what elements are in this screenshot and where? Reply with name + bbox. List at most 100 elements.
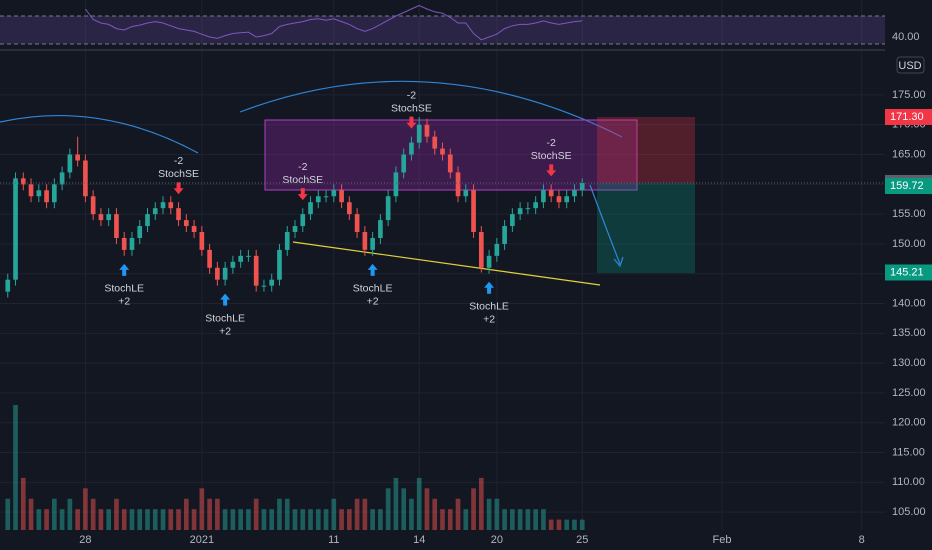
candle-body [440, 148, 445, 155]
candle-body [455, 172, 461, 197]
x-tick-label: 25 [576, 534, 588, 546]
signal-qty: +2 [118, 296, 130, 308]
y-tick-label: 140.00 [892, 297, 926, 309]
y-tick-label: 175.00 [892, 89, 926, 101]
candle-body [409, 142, 414, 155]
arc-top [239, 80, 623, 138]
signal-label: StochSE [158, 168, 199, 180]
candle-body [222, 267, 228, 280]
signal: StochLE+2 [205, 293, 245, 337]
x-tick-label: 8 [859, 534, 865, 546]
volume-bar [222, 509, 228, 530]
candle-body [253, 255, 259, 286]
signal-arrow [173, 182, 184, 195]
candle-body [44, 190, 49, 203]
signal: StochSE-2 [158, 155, 199, 195]
axes: 105.00 110.00 115.00 120.00 125.00 130.00 135.… [79, 31, 932, 546]
signal-qty: -2 [174, 155, 183, 167]
arc-left [0, 115, 199, 154]
y-tick-label: 155.00 [892, 208, 926, 220]
candle-body [494, 243, 500, 256]
y-tick-label: 115.00 [892, 446, 925, 458]
volume-bar [432, 498, 438, 530]
signal: StochSE-2 [391, 89, 432, 129]
volume-bar [284, 498, 290, 530]
signal: StochSE-2 [531, 137, 572, 177]
x-tick-label: 11 [328, 534, 339, 546]
candle-body [52, 184, 57, 203]
volume-bar [440, 509, 445, 530]
volume-bar [564, 519, 570, 530]
volume-bar [238, 509, 243, 530]
signal-arrow [406, 116, 417, 129]
candle-body [238, 255, 243, 262]
candle-body [300, 214, 306, 227]
signal-label: StochLE [205, 312, 245, 324]
candle-body [502, 226, 507, 244]
volume-bar [152, 509, 158, 530]
price-label-box [885, 264, 932, 281]
candle-body [416, 124, 422, 143]
candle-body [160, 202, 166, 209]
candle-body [556, 196, 562, 203]
y-tick-label: 150.00 [892, 238, 926, 250]
signal-qty: -2 [298, 161, 307, 173]
candle-body [98, 214, 104, 221]
volume-bar [36, 509, 42, 530]
signal-qty: -2 [547, 137, 556, 149]
x-tick-label: 20 [491, 534, 503, 546]
price-label: 171.30 [890, 111, 924, 123]
volume-bar [323, 509, 329, 530]
volume-bar [5, 498, 11, 530]
candle-body [114, 214, 119, 238]
candle-body [176, 208, 181, 221]
currency-label: USD [898, 60, 921, 72]
candle-body [463, 190, 469, 197]
candle-body [75, 154, 80, 161]
rsi-pane [0, 4, 885, 45]
volume-bar [378, 509, 383, 530]
volume-bar [300, 509, 306, 530]
signal-qty: +2 [483, 314, 495, 326]
candle-body [292, 226, 298, 233]
candle-body [385, 196, 391, 221]
price-pane: StochLE+2StochSE-2StochLE+2StochSE-2Stoc… [0, 89, 885, 530]
volume-bar [106, 509, 112, 530]
candle-body [315, 196, 321, 203]
x-tick-label: 14 [413, 534, 425, 546]
volume-bar [548, 519, 554, 530]
volume-bar [292, 509, 298, 530]
price-label: 159.72 [890, 180, 924, 192]
signal-arrow [220, 293, 231, 306]
volume-bar [121, 509, 127, 530]
candle-body [323, 196, 329, 198]
signal-label: StochSE [282, 174, 323, 186]
volume-bar [168, 509, 174, 530]
volume-bar [230, 509, 236, 530]
rsi-band [0, 15, 885, 45]
price-label-box [885, 177, 932, 194]
volume-bar [409, 498, 414, 530]
candle-body [261, 285, 267, 287]
target-zone [597, 183, 695, 273]
volume-bar [533, 509, 538, 530]
rsi-tick-label: 40.00 [892, 31, 920, 43]
volume-bar [579, 519, 585, 530]
y-tick-label: 130.00 [892, 357, 926, 369]
volume-bar [556, 519, 562, 530]
candle-body [572, 190, 577, 197]
currency-badge[interactable] [896, 56, 925, 74]
candle-body [269, 279, 275, 286]
signal-qty: +2 [219, 325, 231, 337]
candle-body [339, 190, 344, 203]
signal-qty: -2 [407, 89, 416, 101]
candle-body [486, 255, 492, 268]
candle-body [121, 237, 127, 250]
volume-bar [478, 477, 484, 530]
volume-bar [160, 509, 166, 530]
volume-bar [502, 509, 507, 530]
volume-bar [447, 509, 453, 530]
volume-bar [137, 509, 143, 530]
